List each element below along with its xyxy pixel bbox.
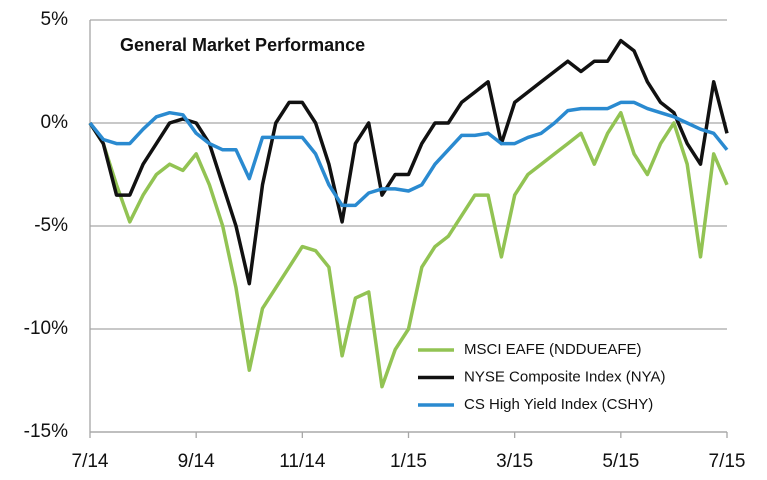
y-tick-label: 0% xyxy=(41,112,69,133)
x-tick-label: 7/14 xyxy=(72,451,109,472)
legend-label: NYSE Composite Index (NYA) xyxy=(464,368,665,385)
y-tick-label: -15% xyxy=(24,421,68,442)
x-tick-label: 9/14 xyxy=(178,451,215,472)
x-tick-label: 11/14 xyxy=(279,451,326,472)
x-tick-label: 1/15 xyxy=(390,451,427,472)
legend-label: CS High Yield Index (CSHY) xyxy=(464,396,653,413)
x-tick-label: 7/15 xyxy=(709,451,746,472)
series-line xyxy=(88,100,729,208)
chart-title: General Market Performance xyxy=(120,35,365,55)
legend-label: MSCI EAFE (NDDUEAFE) xyxy=(464,341,642,358)
y-tick-label: 5% xyxy=(41,9,69,30)
series-line xyxy=(88,110,729,389)
x-tick-label: 3/15 xyxy=(496,451,533,472)
y-tick-label: -10% xyxy=(24,318,68,339)
x-tick-label: 5/15 xyxy=(602,451,639,472)
series-line xyxy=(88,38,729,286)
y-tick-label: -5% xyxy=(34,215,68,236)
